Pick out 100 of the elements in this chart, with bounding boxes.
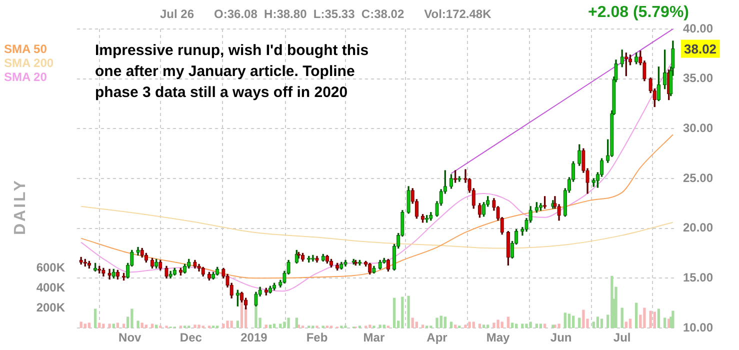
bar [454, 324, 457, 328]
bar [264, 324, 268, 328]
bar [506, 316, 510, 328]
bar [572, 316, 575, 328]
bar [198, 324, 200, 328]
bar [492, 322, 496, 328]
bar [486, 324, 490, 328]
candlestick [150, 258, 154, 269]
y-tick-label: 25.00 [683, 170, 714, 185]
x-tick-label: Dec [180, 330, 202, 345]
bar [84, 324, 86, 328]
bar [94, 308, 97, 328]
text: DAILY [12, 178, 30, 235]
bar [596, 316, 600, 328]
bar [514, 324, 518, 328]
bar [578, 318, 581, 328]
x-tick-label: Apr [426, 330, 448, 345]
bar [378, 324, 382, 328]
bar [230, 320, 233, 328]
bar [116, 322, 120, 328]
bar [102, 324, 105, 328]
bar [600, 318, 604, 328]
bar [543, 324, 546, 328]
bar [382, 324, 386, 328]
x-tick-label: Mar [363, 330, 385, 345]
bar [440, 316, 442, 328]
y2-tick-label: 200K [36, 300, 66, 314]
line-series [80, 134, 674, 279]
line-series [80, 206, 674, 249]
bar [136, 320, 140, 328]
bar [112, 324, 115, 328]
bar [226, 320, 229, 328]
bar [88, 322, 91, 328]
bar [521, 324, 524, 328]
bar [624, 322, 628, 328]
bar [368, 324, 372, 328]
bar [653, 312, 656, 328]
bar [444, 316, 446, 328]
bar [279, 324, 282, 328]
bar [478, 324, 482, 328]
bar [672, 310, 674, 328]
y-tick-label: 30.00 [683, 120, 714, 135]
bar [558, 324, 560, 328]
bar [496, 320, 500, 328]
bar [130, 308, 134, 328]
candlestick [178, 268, 183, 276]
bar [450, 322, 453, 328]
bar [392, 298, 396, 328]
candlestick [329, 258, 334, 268]
bar [472, 322, 475, 328]
bar [657, 308, 660, 328]
candlestick [268, 286, 272, 294]
x-tick-label: May [486, 330, 510, 345]
text: +2.08 (5.79%) [588, 4, 689, 22]
bar [154, 324, 158, 328]
bar [268, 324, 272, 328]
bar [535, 324, 538, 328]
bar [98, 322, 101, 328]
bar [628, 318, 632, 328]
bar [539, 324, 542, 328]
annotation: 38.02 [684, 41, 717, 56]
x-tick-label: Jul [613, 330, 631, 345]
bar [649, 310, 652, 328]
y-tick-label: 15.00 [683, 270, 714, 284]
y-tick-label: 20.00 [683, 220, 714, 235]
bar [663, 318, 666, 328]
bar [436, 318, 438, 328]
candlestick [108, 268, 112, 280]
bar [582, 310, 585, 328]
bar [272, 324, 276, 328]
candlestick [538, 203, 543, 211]
bar [510, 322, 514, 328]
bar [634, 302, 638, 328]
bar [482, 324, 486, 328]
annotation: Impressive runup, wish I'd bought this one after my January article. Topline phase 3 data still a ways off in 2020 [95, 41, 370, 103]
bar [529, 322, 532, 328]
bar [122, 324, 126, 328]
bar [80, 322, 82, 328]
text: SMA 20 [4, 70, 48, 84]
bar [150, 324, 154, 328]
bar [295, 318, 298, 328]
bar [525, 324, 528, 328]
bar [287, 318, 290, 328]
bar [568, 314, 571, 328]
bar [464, 324, 467, 328]
y-tick-label: 35.00 [683, 71, 714, 86]
bar [468, 322, 471, 328]
chart-subtitle: Jul 26 O:36.08 H:38.80 L:35.33 C:38.02 Vol:172.48K [160, 7, 492, 21]
bar [564, 312, 566, 328]
y-tick-label: 40.00 [683, 21, 714, 36]
candlestick [300, 252, 305, 262]
candlestick [420, 214, 425, 223]
bar [144, 324, 148, 328]
bar [407, 296, 410, 328]
bar [140, 322, 144, 328]
bar [500, 322, 504, 328]
bar [643, 308, 646, 328]
candlestick [449, 174, 454, 189]
x-tick-label: Nov [118, 330, 142, 345]
x-tick-label: Feb [306, 330, 328, 345]
